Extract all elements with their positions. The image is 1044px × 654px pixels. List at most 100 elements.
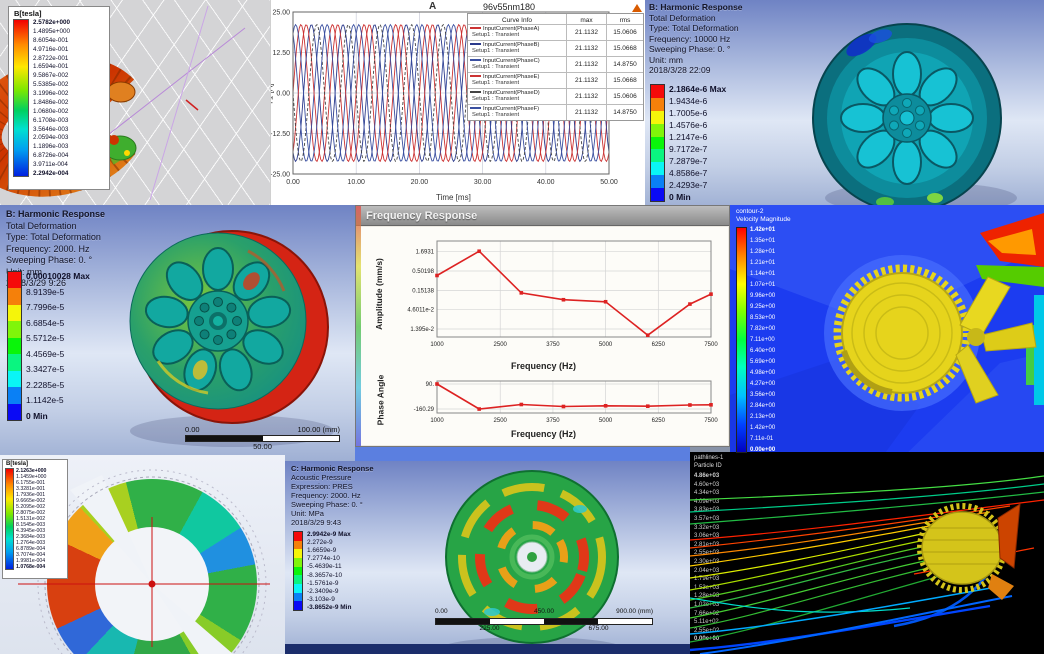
amplitude-chart[interactable]: 1000 2500 3750 5000 6250 7500 1.6931 0.50198 0.1… xyxy=(389,235,724,357)
colorbar-label: 5.5712e-5 xyxy=(26,333,65,344)
colorbar-label: 6.1755e-001 xyxy=(16,480,46,486)
window-title-bar[interactable]: Frequency Response xyxy=(356,206,729,226)
colorbar-label: 1.1896e-003 xyxy=(33,143,69,151)
svg-text:0.00: 0.00 xyxy=(276,91,290,98)
colorbar-label: 9.7172e-7 xyxy=(669,144,708,154)
pathlines-viewport[interactable]: pathlines-1 Particle ID 4.86e+03 4.60e+03… xyxy=(690,452,1044,654)
colorbar-label: 1.42e+00 xyxy=(750,425,776,431)
colorbar-label: -2.3409e-9 xyxy=(307,587,339,595)
colorbar-label: 3.83e+03 xyxy=(694,507,720,514)
curve-row: InputCurrent(PhaseA) Setup1 : Transient 21… xyxy=(468,25,643,41)
colorbar-gradient xyxy=(736,227,747,453)
colorbar-label: 5.11e+02 xyxy=(694,619,719,626)
colorbar-label: 2.84e+00 xyxy=(750,403,776,409)
colorbar-label: 3.9711e-004 xyxy=(33,161,68,168)
svg-text:1.6931: 1.6931 xyxy=(416,249,435,255)
svg-text:3750: 3750 xyxy=(546,342,560,348)
colorbar-label: 1.07e+01 xyxy=(750,282,776,288)
field-legend: B[tesla] 2.1263e+000 1.1459e+000 6.1755e-0… xyxy=(2,459,68,579)
svg-text:0.15138: 0.15138 xyxy=(412,288,434,294)
colorbar-label: 2.81e+03 xyxy=(694,541,720,548)
colorbar-label: 4.09e+03 xyxy=(694,498,720,505)
header-line: Frequency: 2000. Hz xyxy=(6,243,90,254)
colorbar-label: 3.3427e-5 xyxy=(26,364,65,375)
curve-color-swatch xyxy=(470,107,481,110)
svg-text:5000: 5000 xyxy=(599,418,613,424)
curve-row: InputCurrent(PhaseD) Setup1 : Transient 21… xyxy=(468,89,643,105)
colorbar-label: 8.1545e-003 xyxy=(16,522,46,528)
field-legend: B[tesla] 2.5782e+000 1.4895e+000 8.6054e-0… xyxy=(8,6,110,190)
colorbar-label: 2.55e+03 xyxy=(694,550,720,557)
colorbar-label: 1.4895e+000 xyxy=(33,27,70,35)
svg-text:10.00: 10.00 xyxy=(347,179,365,186)
colorbar-label: 4.98e+00 xyxy=(750,370,776,376)
velocity-contour-scene xyxy=(730,205,1044,460)
svg-text:6250: 6250 xyxy=(652,418,666,424)
colorbar-label: 1.21e+01 xyxy=(750,260,776,266)
colorbar-label: 4.86e+03 xyxy=(694,473,720,479)
colorbar-label: 8.6054e-001 xyxy=(33,36,69,44)
colorbar-label: 4.4569e-5 xyxy=(26,348,65,359)
colorbar-label: 6.8789e-004 xyxy=(16,546,46,552)
wheel-deformation-model-red xyxy=(129,230,334,447)
colorbar-label: -8.3657e-10 xyxy=(307,571,343,579)
curve-color-swatch xyxy=(470,43,481,46)
colorbar-label: 2.55e+02 xyxy=(694,627,720,634)
window-edge-strip xyxy=(355,447,690,461)
header-line: 2018/3/29 9:26 xyxy=(6,278,67,288)
streamlines-scene xyxy=(690,475,1044,654)
cfd-contour-viewport[interactable]: contour-2 Velocity Magnitude 1.42e+01 1.3… xyxy=(730,205,1044,460)
acoustic-disc-model xyxy=(440,470,624,654)
header-line: Total Deformation xyxy=(649,12,716,23)
colorbar-gradient xyxy=(7,271,22,421)
svg-text:-12.50: -12.50 xyxy=(271,131,290,138)
colorbar-label: 9.96e+00 xyxy=(750,293,776,299)
pathlines-legend-title: pathlines-1 Particle ID xyxy=(694,455,724,469)
colorbar-label: 1.5131e-002 xyxy=(16,516,46,522)
svg-text:25.00: 25.00 xyxy=(272,10,290,17)
harmonic-response-viewport-2000hz[interactable]: B: Harmonic Response Total Deformation Typ… xyxy=(0,205,355,461)
header-line: Sweeping Phase: 0. ° xyxy=(6,255,93,265)
colorbar-label: -5.4639e-11 xyxy=(307,563,342,571)
colorbar-label: 9.6665e-002 xyxy=(16,498,46,504)
svg-text:0.50198: 0.50198 xyxy=(412,269,434,275)
maxwell-torus-viewport[interactable]: B[tesla] 2.5782e+000 1.4895e+000 8.6054e-0… xyxy=(0,0,270,205)
plot-flag-icon xyxy=(632,4,642,12)
svg-text:5000: 5000 xyxy=(599,342,613,348)
colorbar-label: 6.6854e-5 xyxy=(26,317,65,328)
header-line: Total Deformation xyxy=(6,220,77,231)
svg-text:0.00: 0.00 xyxy=(286,179,300,186)
plot-corner-label: A xyxy=(429,1,437,12)
plot-title: 96v55nm180 xyxy=(483,2,536,12)
frequency-axis-label-2: Frequency (Hz) xyxy=(511,429,577,439)
header-line: B: Harmonic Response xyxy=(6,209,106,219)
curve-color-swatch xyxy=(470,91,481,94)
svg-text:4.6011e-2: 4.6011e-2 xyxy=(407,308,434,314)
colorbar-label: 1.9434e-6 xyxy=(669,96,708,106)
colorbar-label: 3.7074e-004 xyxy=(16,552,46,558)
colorbar-label: 1.9981e-004 xyxy=(16,558,46,564)
phase-chart[interactable]: 1000 2500 3750 5000 6250 7500 90. -160.29 xyxy=(389,377,724,429)
svg-text:-160.29: -160.29 xyxy=(414,407,435,413)
colorbar-label: 3.57e+03 xyxy=(694,515,720,522)
colorbar-label: 2.1263e+000 xyxy=(16,468,47,474)
colorbar-label: 6.1708e-003 xyxy=(33,116,69,124)
colorbar-label: 2.272e-9 xyxy=(307,539,333,547)
legend-title: B[tesla] xyxy=(14,9,42,18)
colorbar-gradient xyxy=(13,19,29,177)
pressure-colorbar: 2.9942e-9 Max 2.272e-9 1.6659e-9 7.2774e-10… xyxy=(293,531,351,611)
colorbar-labels: 2.1864e-6 Max 1.9434e-6 1.7005e-6 1.4576e-6… xyxy=(669,84,726,202)
header-line: Type: Total Deformation xyxy=(649,23,739,33)
colorbar-gradient xyxy=(5,468,14,570)
harmonic-response-viewport-10000hz[interactable]: B: Harmonic Response Total Deformation Typ… xyxy=(645,0,1044,208)
frequency-response-window: Frequency Response Amplitude (mm/s) 1000… xyxy=(355,205,730,447)
colorbar-label: 7.7996e-5 xyxy=(26,302,65,313)
colorbar-label: 1.1142e-5 xyxy=(26,395,64,406)
colorbar-label: 7.11e-01 xyxy=(750,436,774,442)
acoustic-pressure-viewport[interactable]: C: Harmonic Response Acoustic Pressure Exp… xyxy=(285,461,690,654)
maxwell-rotor-viewport[interactable]: B[tesla] 2.1263e+000 1.1459e+000 6.1755e-0… xyxy=(0,455,285,654)
svg-text:7500: 7500 xyxy=(704,342,718,348)
header-line: Type: Total Deformation xyxy=(6,232,101,242)
colorbar-label: 1.8486e-002 xyxy=(33,98,69,106)
